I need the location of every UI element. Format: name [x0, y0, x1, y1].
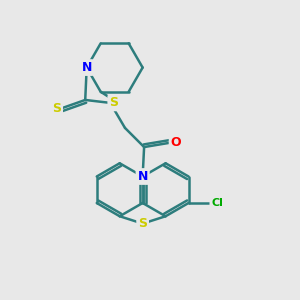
Text: S: S	[138, 217, 147, 230]
Text: O: O	[171, 136, 181, 149]
Text: N: N	[82, 61, 92, 74]
Text: S: S	[52, 102, 61, 115]
Text: N: N	[137, 170, 148, 183]
Text: Cl: Cl	[211, 198, 223, 208]
Text: S: S	[109, 96, 118, 110]
